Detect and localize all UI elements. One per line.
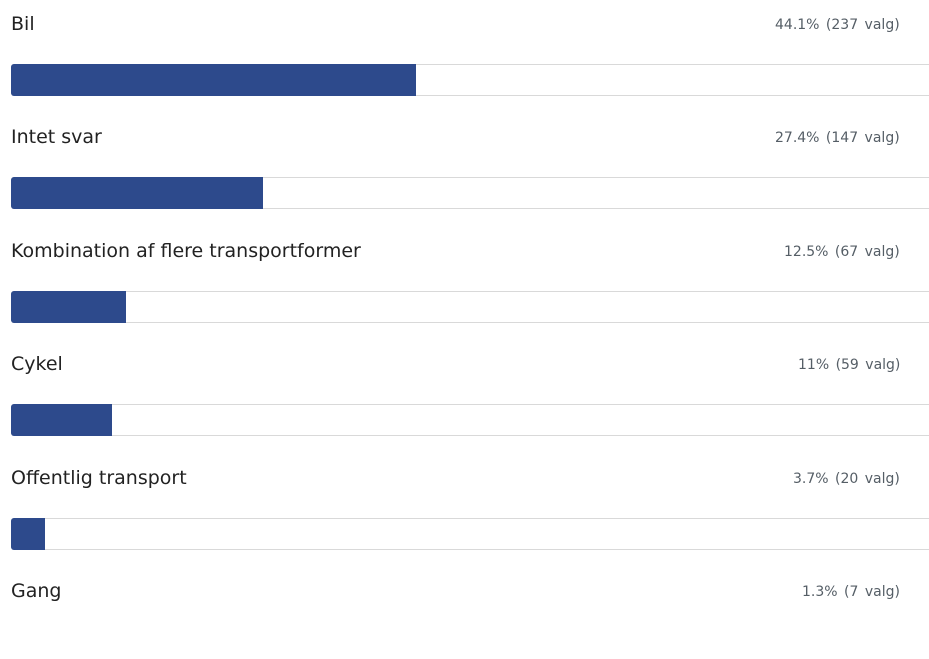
option-bar-fill bbox=[11, 290, 126, 323]
poll-row-offentlig-transport: Offentlig transport 3.7% (20 valg) bbox=[0, 466, 929, 550]
option-label: Offentlig transport bbox=[11, 466, 187, 489]
option-stat: 12.5% (67 valg) bbox=[784, 243, 900, 260]
option-bar-track bbox=[11, 177, 929, 210]
option-bar-track bbox=[11, 64, 929, 96]
option-stat: 44.1% (237 valg) bbox=[775, 17, 900, 33]
option-stat: 1.3% (7 valg) bbox=[802, 584, 900, 600]
option-bar-track bbox=[11, 517, 929, 550]
option-bar-track bbox=[11, 404, 929, 437]
option-bar-fill bbox=[11, 64, 416, 96]
poll-row-gang: Gang 1.3% (7 valg) bbox=[0, 579, 929, 659]
poll-row-cykel: Cykel 11% (59 valg) bbox=[0, 352, 929, 437]
option-label: Kombination af flere transportformer bbox=[11, 239, 361, 262]
option-bar-fill bbox=[11, 177, 263, 210]
option-label: Bil bbox=[11, 13, 35, 35]
option-stat: 27.4% (147 valg) bbox=[775, 130, 900, 147]
poll-row-bil: Bil 44.1% (237 valg) bbox=[0, 12, 929, 96]
poll-row-kombination: Kombination af flere transportformer 12.… bbox=[0, 239, 929, 323]
option-bar-fill bbox=[11, 404, 112, 437]
option-label: Gang bbox=[11, 580, 62, 602]
option-bar-track bbox=[11, 290, 929, 323]
poll-results: Bil 44.1% (237 valg) Intet svar 27.4% (1… bbox=[0, 12, 929, 602]
option-stat: 11% (59 valg) bbox=[798, 357, 901, 374]
option-label: Intet svar bbox=[11, 126, 102, 149]
option-bar-fill bbox=[11, 517, 45, 550]
option-label: Cykel bbox=[11, 353, 63, 376]
poll-row-intet-svar: Intet svar 27.4% (147 valg) bbox=[0, 125, 929, 210]
option-stat: 3.7% (20 valg) bbox=[793, 470, 900, 487]
